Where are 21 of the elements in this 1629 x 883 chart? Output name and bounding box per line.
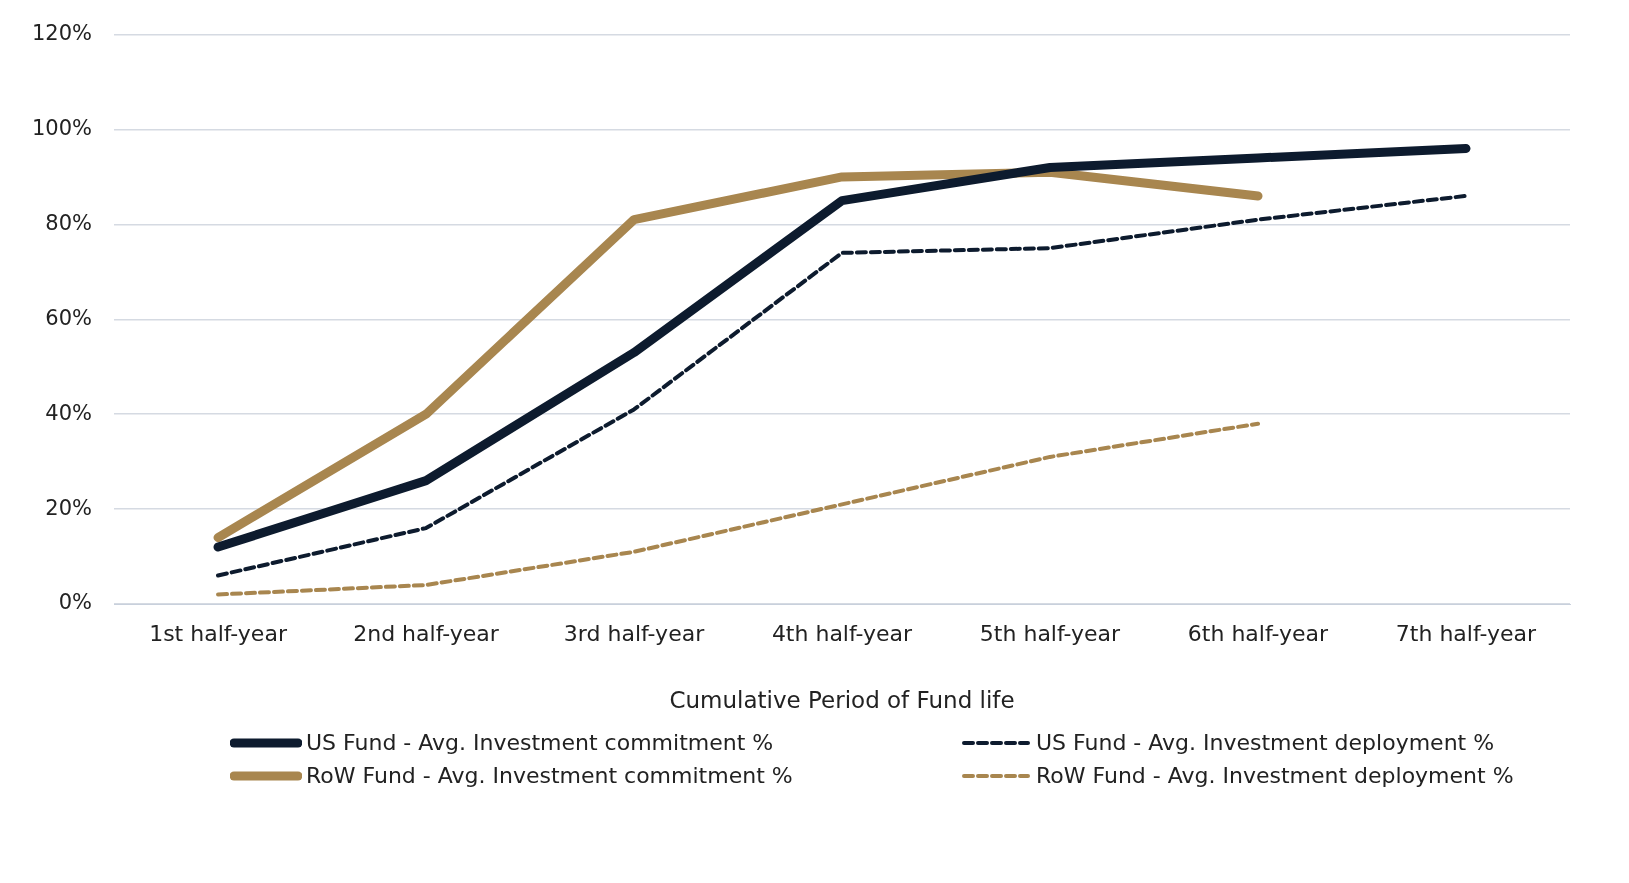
legend-label: RoW Fund - Avg. Investment deployment % <box>1036 763 1514 788</box>
x-tick-label: 6th half-year <box>1187 620 1330 646</box>
legend-label: RoW Fund - Avg. Investment commitment % <box>306 763 793 788</box>
x-tick-label: 2nd half-year <box>353 620 500 646</box>
y-tick-label: 100% <box>31 115 93 140</box>
y-tick-label: 120% <box>31 21 93 46</box>
y-tick-label: 80% <box>45 210 93 235</box>
legend-label: US Fund - Avg. Investment deployment % <box>1036 730 1495 755</box>
x-tick-label: 3rd half-year <box>563 620 706 646</box>
line-series <box>216 193 1468 578</box>
x-tick-label: 4th half-year <box>771 620 914 646</box>
x-axis-title: Cumulative Period of Fund life <box>669 687 1015 714</box>
x-tick-label: 1st half-year <box>149 620 288 646</box>
x-tick-label: 7th half-year <box>1395 620 1538 646</box>
x-tick-label: 5th half-year <box>979 620 1122 646</box>
legend-label: US Fund - Avg. Investment commitment % <box>306 730 774 755</box>
y-tick-label: 60% <box>45 305 93 330</box>
y-tick-label: 0% <box>58 590 93 615</box>
y-tick-label: 40% <box>45 400 93 425</box>
y-tick-label: 20% <box>45 495 93 520</box>
line-series <box>216 421 1261 597</box>
